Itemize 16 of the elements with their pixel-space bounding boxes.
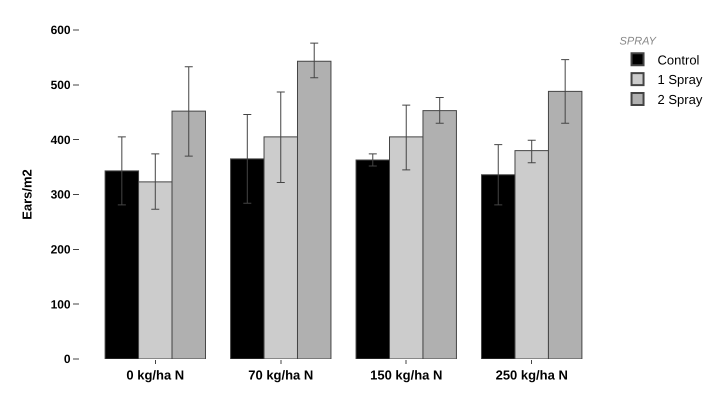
y-tick-label: 200 [50, 242, 71, 257]
x-tick-label: 150 kg/ha N [370, 368, 442, 383]
x-tick-label: 250 kg/ha N [496, 368, 568, 383]
legend-label: 2 Spray [658, 92, 703, 108]
legend-label: 1 Spray [658, 72, 703, 88]
y-tick-label: 0 [64, 352, 71, 366]
y-tick-label: 300 [50, 188, 71, 202]
y-tick-label: 500 [50, 78, 71, 92]
legend-title: SPRAY [620, 35, 657, 48]
legend-label: Control [658, 52, 700, 68]
x-tick-label: 0 kg/ha N [126, 368, 184, 383]
x-tick-label: 70 kg/ha N [248, 368, 314, 383]
y-tick-label: 400 [50, 132, 71, 147]
y-axis-title: Ears/m2 [20, 169, 35, 220]
y-tick-label: 100 [50, 297, 71, 312]
y-tick-label: 600 [50, 23, 71, 38]
